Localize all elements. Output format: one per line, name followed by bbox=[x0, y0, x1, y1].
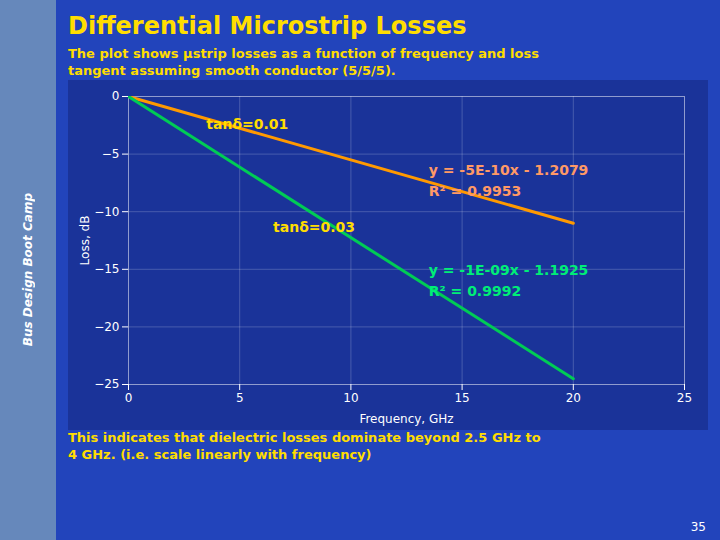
html-text:Differential Microstrip Losses: Differential Microstrip Losses bbox=[68, 12, 467, 40]
svg-text:5: 5 bbox=[236, 391, 244, 405]
svg-text:y = -1E-09x - 1.1925: y = -1E-09x - 1.1925 bbox=[429, 262, 589, 278]
html-text:Bus Design Boot Camp: Bus Design Boot Camp bbox=[21, 193, 35, 347]
svg-text:−25: −25 bbox=[94, 377, 119, 391]
svg-text:tanδ=0.03: tanδ=0.03 bbox=[273, 219, 355, 235]
svg-text:tanδ=0.01: tanδ=0.01 bbox=[206, 116, 288, 132]
html-text:35: 35 bbox=[690, 520, 706, 534]
svg-text:20: 20 bbox=[566, 391, 581, 405]
html-text:The plot shows μstrip losses a: The plot shows μstrip losses as a functi… bbox=[68, 46, 539, 78]
svg-text:−15: −15 bbox=[94, 262, 119, 276]
svg-text:R² = 0.9953: R² = 0.9953 bbox=[429, 182, 521, 198]
svg-text:−5: −5 bbox=[102, 147, 120, 161]
svg-text:Frequency, GHz: Frequency, GHz bbox=[359, 411, 453, 425]
svg-text:Loss, dB: Loss, dB bbox=[78, 215, 92, 265]
svg-text:25: 25 bbox=[677, 391, 692, 405]
html-text:This indicates that dielectric: This indicates that dielectric losses do… bbox=[68, 429, 541, 462]
svg-text:15: 15 bbox=[454, 391, 469, 405]
svg-text:y = -5E-10x - 1.2079: y = -5E-10x - 1.2079 bbox=[429, 162, 589, 178]
svg-text:0: 0 bbox=[112, 89, 120, 103]
svg-text:0: 0 bbox=[125, 391, 133, 405]
svg-text:10: 10 bbox=[343, 391, 358, 405]
svg-text:R² = 0.9992: R² = 0.9992 bbox=[429, 283, 521, 299]
svg-text:−20: −20 bbox=[94, 320, 119, 334]
svg-text:−10: −10 bbox=[94, 204, 119, 218]
